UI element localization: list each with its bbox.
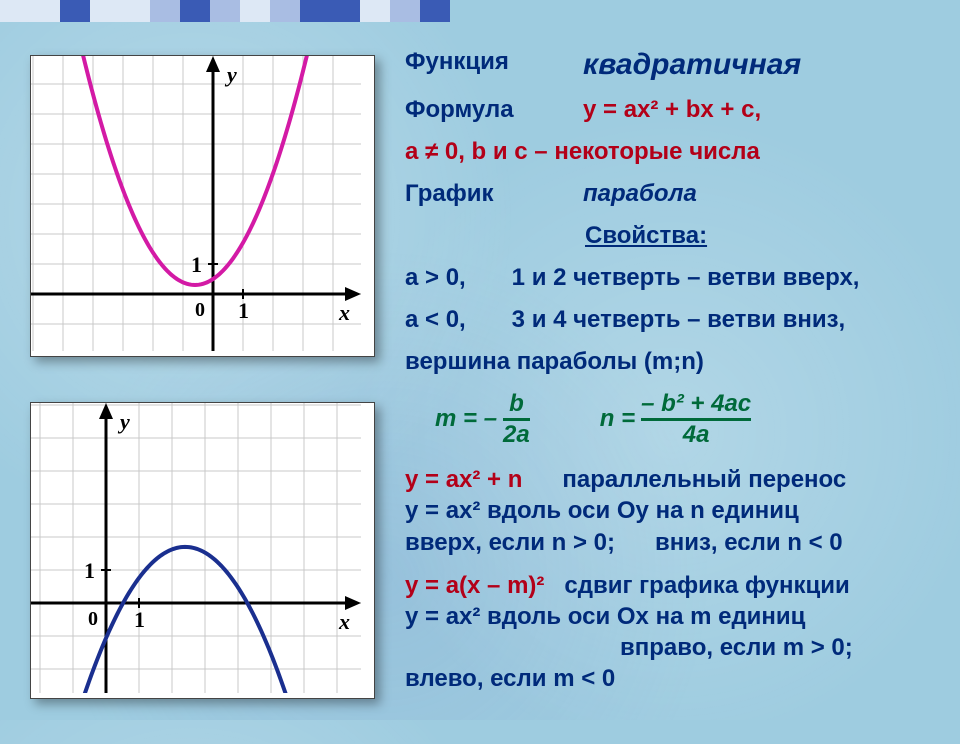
parabola-up-svg: 1 1 0 x y: [31, 56, 361, 351]
row-formula: Формула y = ax² + bx + c,: [405, 96, 945, 124]
header-decoration: [0, 0, 450, 22]
svg-text:y: y: [224, 62, 237, 87]
svg-text:0: 0: [88, 608, 98, 630]
graphs-column: 1 1 0 x y 1 1 0 x y: [30, 55, 375, 744]
label-formula: Формула: [405, 96, 583, 124]
a-positive-key: a > 0,: [405, 264, 505, 292]
svg-text:0: 0: [195, 299, 205, 321]
row-function: Функция квадратичная: [405, 48, 945, 82]
properties-title: Свойства:: [585, 222, 945, 250]
shift-y-eq: y = ax² + n: [405, 466, 522, 493]
shift-x-l4: влево, если m < 0: [405, 665, 615, 692]
n-denominator: 4a: [683, 421, 710, 449]
graph-parabola-up: 1 1 0 x y: [30, 55, 375, 357]
text-content: Функция квадратичная Формула y = ax² + b…: [405, 48, 945, 701]
shift-x-l2: y = ax² вдоль оси Ox на m единиц: [405, 603, 805, 630]
n-lhs: n =: [600, 405, 641, 433]
svg-text:1: 1: [238, 298, 249, 323]
shift-y-l2: y = ax² вдоль оси Oy на n единиц: [405, 497, 799, 524]
value-formula: y = ax² + bx + c,: [583, 96, 761, 124]
para-shift-y: y = ax² + n параллельный перенос y = ax² …: [405, 464, 945, 558]
m-denominator: 2a: [503, 421, 530, 449]
para-shift-x: y = a(x – m)² сдвиг графика функции y = …: [405, 570, 945, 695]
shift-x-l3: вправо, если m > 0;: [405, 632, 853, 663]
svg-text:x: x: [338, 300, 350, 325]
shift-x-eq: y = a(x – m)²: [405, 572, 544, 599]
n-fraction: – b² + 4ac 4a: [641, 390, 751, 448]
shift-y-l3b: вниз, если n < 0: [655, 529, 843, 556]
m-numerator: b: [509, 390, 524, 418]
shift-y-l1: параллельный перенос: [562, 466, 846, 493]
value-graph: парабола: [583, 180, 697, 208]
label-function: Функция: [405, 48, 583, 82]
shift-x-l1: сдвиг графика функции: [564, 572, 849, 599]
svg-text:1: 1: [191, 252, 202, 277]
vertex-formulas: m = – b 2a n = – b² + 4ac 4a: [435, 390, 945, 448]
graph-parabola-down: 1 1 0 x y: [30, 402, 375, 699]
shift-y-l3a: вверх, если n > 0;: [405, 529, 615, 556]
m-fraction: b 2a: [503, 390, 530, 448]
row-a-positive: a > 0, 1 и 2 четверть – ветви вверх,: [405, 264, 945, 292]
m-lhs: m = –: [435, 405, 503, 433]
formula-m: m = – b 2a: [435, 390, 530, 448]
value-function: квадратичная: [583, 48, 801, 82]
label-graph: График: [405, 180, 583, 208]
n-numerator: – b² + 4ac: [641, 390, 751, 418]
svg-text:1: 1: [134, 607, 145, 632]
svg-text:y: y: [117, 409, 130, 434]
svg-text:1: 1: [84, 558, 95, 583]
a-negative-val: 3 и 4 четверть – ветви вниз,: [512, 306, 846, 333]
row-condition: a ≠ 0, b и c – некоторые числа: [405, 138, 945, 166]
row-a-negative: a < 0, 3 и 4 четверть – ветви вниз,: [405, 306, 945, 334]
formula-n: n = – b² + 4ac 4a: [600, 390, 751, 448]
a-negative-key: a < 0,: [405, 306, 505, 334]
row-vertex: вершина параболы (m;n): [405, 348, 945, 376]
row-graph: График парабола: [405, 180, 945, 208]
a-positive-val: 1 и 2 четверть – ветви вверх,: [512, 264, 860, 291]
svg-text:x: x: [338, 609, 350, 634]
parabola-down-svg: 1 1 0 x y: [31, 403, 361, 693]
